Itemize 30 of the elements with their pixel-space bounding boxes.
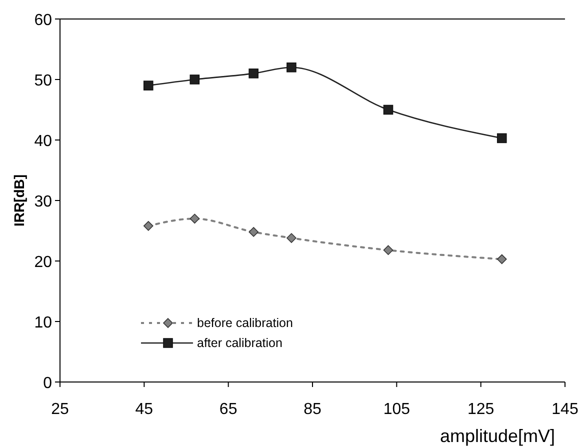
y-tick-label: 30 xyxy=(34,194,52,210)
y-tick-label: 40 xyxy=(34,133,52,150)
point xyxy=(383,104,394,115)
legend-label: after calibration xyxy=(197,336,283,350)
point xyxy=(143,221,154,231)
point xyxy=(286,233,296,243)
point xyxy=(190,214,200,224)
point xyxy=(143,80,154,90)
point xyxy=(248,68,258,78)
y-tick-label: 20 xyxy=(34,254,52,271)
y-tick-label: 10 xyxy=(34,314,52,332)
x-tick-label: 65 xyxy=(219,401,238,418)
point xyxy=(496,133,507,144)
point xyxy=(248,227,258,237)
x-tick-label: 145 xyxy=(552,401,578,418)
x-tick-label: 125 xyxy=(467,401,494,418)
x-tick-label: 45 xyxy=(135,401,154,418)
y-tick-label: 50 xyxy=(34,72,52,90)
point xyxy=(496,254,507,264)
y-axis-title: IRR[dB] xyxy=(11,174,27,227)
x-tick-label: 25 xyxy=(51,401,69,418)
y-tick-label: 60 xyxy=(34,12,52,29)
point xyxy=(286,62,296,72)
legend-label: before calibration xyxy=(197,316,293,330)
x-axis-title: amplitude[mV] xyxy=(440,426,555,446)
y-tick-label: 0 xyxy=(43,375,52,392)
point xyxy=(190,74,200,84)
point xyxy=(383,245,394,256)
x-tick-label: 85 xyxy=(304,401,322,418)
x-tick-label: 105 xyxy=(383,401,410,418)
